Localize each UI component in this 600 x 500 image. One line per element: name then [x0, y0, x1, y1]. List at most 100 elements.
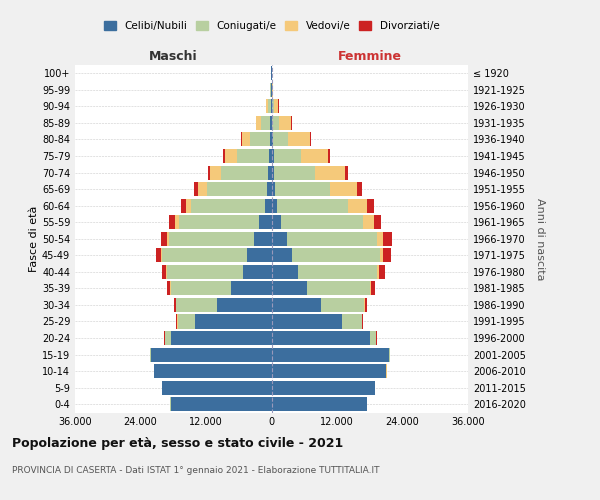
Bar	[277, 198, 348, 212]
Bar	[166, 265, 167, 279]
Bar	[269, 132, 271, 146]
Bar	[274, 166, 315, 179]
Bar	[271, 298, 320, 312]
Bar	[170, 331, 271, 345]
Text: Femmine: Femmine	[338, 50, 402, 64]
Bar	[206, 182, 266, 196]
Bar	[250, 132, 269, 146]
Text: Maschi: Maschi	[149, 50, 197, 64]
Bar	[243, 265, 271, 279]
Bar	[169, 215, 175, 229]
Y-axis label: Anni di nascita: Anni di nascita	[535, 198, 545, 280]
Bar	[320, 298, 364, 312]
Bar	[175, 215, 179, 229]
Bar	[269, 149, 271, 163]
Bar	[174, 298, 176, 312]
Bar	[237, 149, 269, 163]
Bar	[167, 232, 169, 246]
Bar	[272, 100, 274, 114]
Bar	[374, 215, 381, 229]
Bar	[254, 232, 271, 246]
Bar	[162, 265, 166, 279]
Bar	[256, 116, 260, 130]
Bar	[194, 182, 198, 196]
Bar	[271, 265, 298, 279]
Bar	[154, 364, 271, 378]
Bar	[389, 348, 390, 362]
Bar	[274, 100, 278, 114]
Bar	[357, 182, 362, 196]
Bar	[151, 348, 271, 362]
Bar	[211, 166, 221, 179]
Y-axis label: Fasce di età: Fasce di età	[29, 206, 39, 272]
Bar	[155, 248, 161, 262]
Bar	[288, 132, 310, 146]
Bar	[271, 232, 287, 246]
Bar	[272, 116, 279, 130]
Legend: Celibi/Nubili, Coniugati/e, Vedovi/e, Divorziati/e: Celibi/Nubili, Coniugati/e, Vedovi/e, Di…	[100, 16, 443, 35]
Text: Popolazione per età, sesso e stato civile - 2021: Popolazione per età, sesso e stato civil…	[12, 438, 343, 450]
Bar	[271, 149, 274, 163]
Bar	[367, 198, 374, 212]
Bar	[271, 282, 307, 296]
Bar	[273, 132, 288, 146]
Bar	[217, 298, 271, 312]
Bar	[345, 166, 349, 179]
Bar	[343, 314, 362, 328]
Bar	[275, 182, 330, 196]
Bar	[271, 314, 343, 328]
Bar	[362, 314, 363, 328]
Bar	[377, 232, 383, 246]
Bar	[330, 182, 357, 196]
Bar	[198, 182, 206, 196]
Bar	[221, 166, 268, 179]
Bar	[179, 215, 259, 229]
Bar	[371, 282, 374, 296]
Bar	[191, 198, 265, 212]
Bar	[167, 282, 170, 296]
Bar	[176, 298, 217, 312]
Bar	[260, 116, 271, 130]
Bar	[161, 248, 163, 262]
Bar	[370, 331, 376, 345]
Bar	[365, 298, 367, 312]
Bar	[195, 314, 271, 328]
Bar	[181, 198, 186, 212]
Bar	[208, 166, 211, 179]
Bar	[307, 282, 370, 296]
Bar	[266, 182, 271, 196]
Bar	[165, 331, 170, 345]
Bar	[272, 83, 274, 97]
Bar	[271, 182, 275, 196]
Bar	[383, 232, 392, 246]
Bar	[268, 166, 271, 179]
Bar	[271, 166, 274, 179]
Bar	[170, 397, 271, 411]
Bar	[298, 265, 377, 279]
Bar	[279, 116, 291, 130]
Bar	[271, 331, 370, 345]
Bar	[161, 232, 167, 246]
Bar	[247, 248, 271, 262]
Text: PROVINCIA DI CASERTA - Dati ISTAT 1° gennaio 2021 - Elaborazione TUTTITALIA.IT: PROVINCIA DI CASERTA - Dati ISTAT 1° gen…	[12, 466, 380, 475]
Bar	[274, 149, 301, 163]
Bar	[363, 215, 374, 229]
Bar	[241, 132, 242, 146]
Bar	[271, 116, 272, 130]
Bar	[259, 215, 271, 229]
Bar	[271, 198, 277, 212]
Bar	[271, 364, 386, 378]
Bar	[370, 282, 371, 296]
Bar	[176, 314, 177, 328]
Bar	[186, 198, 191, 212]
Bar	[225, 149, 237, 163]
Bar	[380, 248, 383, 262]
Bar	[265, 198, 271, 212]
Bar	[163, 380, 271, 394]
Bar	[230, 282, 271, 296]
Bar	[271, 348, 389, 362]
Bar	[377, 265, 379, 279]
Bar	[271, 248, 292, 262]
Bar	[223, 149, 225, 163]
Bar	[292, 248, 380, 262]
